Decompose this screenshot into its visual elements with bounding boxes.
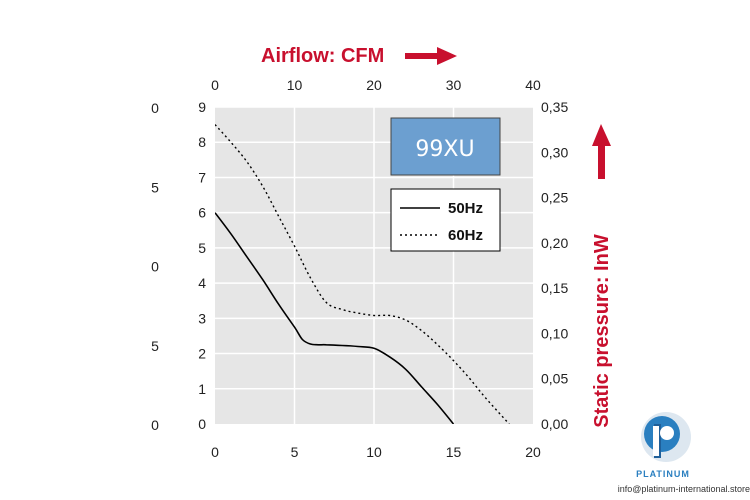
left-tick-label: 7	[198, 169, 206, 185]
series-line-50hz	[215, 212, 455, 424]
top-tick-label: 20	[366, 77, 382, 93]
outer-left-label: 5	[151, 179, 159, 195]
series-line-60hz	[215, 124, 510, 424]
top-tick-label: 30	[446, 77, 462, 93]
bottom-tick-label: 20	[525, 444, 541, 460]
top-tick-label: 40	[525, 77, 541, 93]
left-tick-label: 2	[198, 346, 206, 362]
legend: 50Hz 60Hz	[390, 188, 501, 252]
left-tick-label: 1	[198, 381, 206, 397]
grid	[215, 106, 533, 424]
outer-left-label: 0	[151, 417, 159, 433]
left-tick-label: 3	[198, 310, 206, 326]
series-layer	[215, 124, 510, 424]
outer-left-label: 5	[151, 338, 159, 354]
right-tick-label: 0,10	[541, 325, 568, 341]
left-tick-label: 6	[198, 205, 206, 221]
legend-label-50hz: 50Hz	[448, 200, 483, 217]
top-tick-label: 10	[287, 77, 303, 93]
brand-email[interactable]: info@platinum-international.store	[617, 484, 750, 494]
legend-label-60hz: 60Hz	[448, 227, 483, 244]
right-axis-title: Static pressure: InW	[591, 234, 613, 428]
right-tick-label: 0,00	[541, 416, 568, 432]
right-tick-label: 0,20	[541, 235, 568, 251]
tick-labels: 0 5 10 15 20 0 10 20 30 40 0 1 2 3 4 5 6 7 8 9 0,00 0,05 0,10 0…	[151, 77, 568, 460]
top-tick-label: 0	[211, 77, 219, 93]
bottom-tick-label: 10	[366, 444, 382, 460]
model-label: 99XU	[415, 137, 474, 162]
bottom-tick-label: 15	[446, 444, 462, 460]
right-tick-label: 0,25	[541, 190, 568, 206]
left-tick-label: 8	[198, 134, 206, 150]
right-tick-label: 0,15	[541, 280, 568, 296]
right-tick-label: 0,35	[541, 99, 568, 115]
model-box	[390, 117, 501, 176]
left-tick-label: 0	[198, 416, 206, 432]
outer-left-label: 0	[151, 259, 159, 275]
brand-name: PLATINUM	[636, 469, 690, 479]
right-arrow-icon	[592, 124, 611, 179]
top-arrow-icon	[405, 47, 457, 65]
top-axis-title: Airflow: CFM	[261, 45, 384, 67]
right-tick-label: 0,05	[541, 371, 568, 387]
left-tick-label: 4	[198, 275, 206, 291]
left-tick-label: 5	[198, 240, 206, 256]
outer-left-label: 0	[151, 100, 159, 116]
bottom-tick-label: 5	[291, 444, 299, 460]
left-tick-label: 9	[198, 99, 206, 115]
bottom-tick-label: 0	[211, 444, 219, 460]
platinum-logo	[641, 412, 691, 462]
right-tick-label: 0,30	[541, 144, 568, 160]
